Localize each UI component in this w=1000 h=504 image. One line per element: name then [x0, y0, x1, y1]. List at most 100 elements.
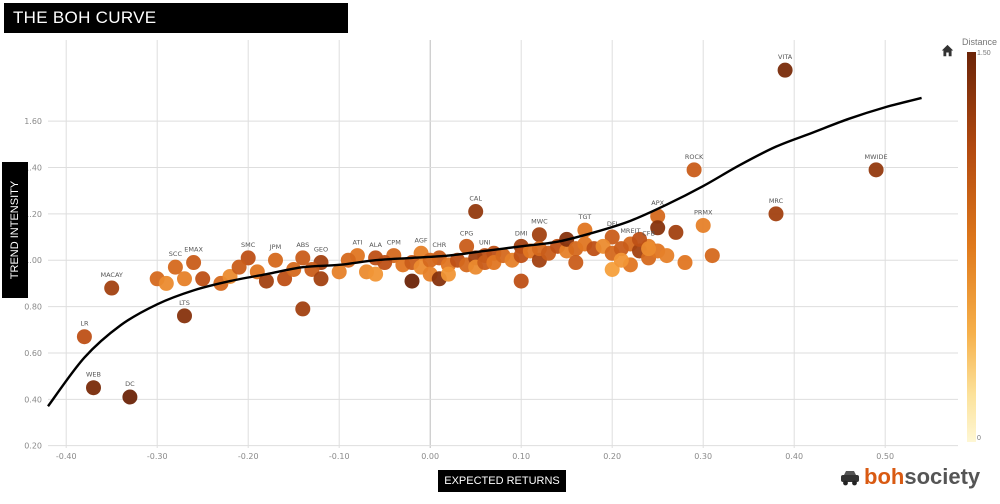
point-label: UNI [479, 239, 491, 247]
point-label: CPG [460, 229, 474, 237]
data-point [659, 248, 675, 264]
data-point [613, 241, 629, 257]
data-point [186, 255, 202, 271]
point-label: PRMX [694, 208, 713, 216]
data-point [650, 208, 666, 224]
x-tick-label: 0.30 [694, 452, 712, 461]
point-label: ALA [369, 241, 382, 249]
y-tick-label: 1.00 [24, 256, 42, 265]
data-point [650, 220, 666, 236]
x-axis-label: EXPECTED RETURNS [438, 470, 566, 492]
point-label: LTS [179, 299, 190, 307]
brand-name: bohsociety [864, 464, 980, 490]
data-point [76, 329, 92, 345]
data-point [277, 271, 293, 287]
data-point [668, 224, 684, 240]
point-label: DFI [607, 220, 618, 228]
point-label: VITA [778, 53, 793, 61]
data-point [258, 273, 274, 289]
data-point [568, 255, 584, 271]
home-icon[interactable] [941, 44, 954, 57]
point-labels: VITA MWIDE MRC ROCK APX PRMX CAL CPG MWC TGT DFIMR… [80, 53, 887, 388]
point-label: ATI [352, 239, 362, 247]
point-label: MWIDE [865, 153, 888, 161]
data-point [704, 248, 720, 264]
data-point [177, 308, 192, 324]
data-point [377, 255, 393, 271]
data-point [104, 280, 120, 296]
x-tick-label: -0.20 [238, 452, 259, 461]
data-point [422, 252, 438, 268]
y-tick-label: 0.60 [24, 349, 42, 358]
point-label: MWC [531, 218, 548, 226]
point-label: CFB [642, 229, 655, 237]
point-label: EMAX [184, 246, 203, 254]
point-label: MREIT [620, 227, 640, 235]
data-point [122, 389, 138, 405]
data-point [440, 266, 456, 282]
brand-name-part2: society [904, 464, 981, 489]
grid-lines [48, 40, 958, 448]
brand-name-part1: boh [864, 464, 905, 489]
data-point [231, 259, 247, 275]
data-point [177, 271, 192, 287]
point-label: AGF [415, 236, 428, 244]
x-tick-label: 0.20 [603, 452, 621, 461]
y-tick-label: 1.60 [24, 117, 42, 126]
x-tick-label: -0.40 [56, 452, 77, 461]
data-point [768, 206, 784, 222]
data-point [167, 259, 183, 275]
point-label: ABS [296, 241, 309, 249]
data-point [295, 250, 311, 266]
data-point [240, 250, 256, 266]
point-label: APX [651, 199, 664, 207]
x-tick-label: 0.00 [421, 452, 439, 461]
point-label: CAL [469, 195, 482, 203]
point-label: MACAY [100, 271, 122, 279]
data-point [531, 227, 547, 243]
x-tick-labels: -0.40 -0.30 -0.20 -0.10 0.00 0.10 0.20 0.30 0.40… [56, 452, 894, 461]
data-point [695, 217, 711, 233]
x-tick-label: 0.50 [876, 452, 894, 461]
point-label: WEB [86, 371, 101, 379]
chart-title: THE BOH CURVE [4, 3, 348, 33]
data-point [613, 252, 629, 268]
data-point [868, 162, 884, 178]
y-tick-label: 1.40 [24, 164, 42, 173]
point-label: DMI [515, 229, 528, 237]
data-point [86, 380, 101, 396]
data-point [295, 301, 311, 317]
data-point [313, 271, 329, 287]
x-tick-label: 0.40 [785, 452, 803, 461]
x-tick-label: -0.10 [329, 452, 350, 461]
data-point [686, 162, 702, 178]
y-tick-label: 0.80 [24, 303, 42, 312]
data-point [404, 273, 420, 289]
data-point [604, 262, 620, 277]
point-label: JPM [269, 243, 281, 251]
data-point [459, 238, 475, 254]
color-scale-bar [967, 52, 976, 442]
y-tick-label: 0.40 [24, 395, 42, 404]
x-tick-label: 0.10 [512, 452, 530, 461]
data-point [513, 273, 529, 289]
y-axis-label: TREND INTENSITY [9, 180, 21, 280]
point-label: SMC [241, 241, 256, 249]
data-point [368, 266, 384, 282]
point-label: TGT [578, 213, 592, 221]
point-label: DC [125, 380, 135, 388]
data-point [158, 275, 174, 291]
data-point [468, 204, 484, 220]
car-logo-icon [841, 471, 859, 486]
data-point [641, 241, 657, 257]
trend-curve [47, 96, 922, 407]
data-point [632, 231, 647, 247]
legend-min-label: 0 [977, 435, 981, 442]
point-label: ROCK [685, 153, 704, 161]
legend-max-label: 1.50 [977, 50, 991, 57]
data-point [677, 255, 693, 271]
point-label: GEO [314, 246, 328, 254]
data-point [777, 62, 793, 78]
point-label: LR [80, 320, 89, 328]
data-point [331, 264, 347, 280]
